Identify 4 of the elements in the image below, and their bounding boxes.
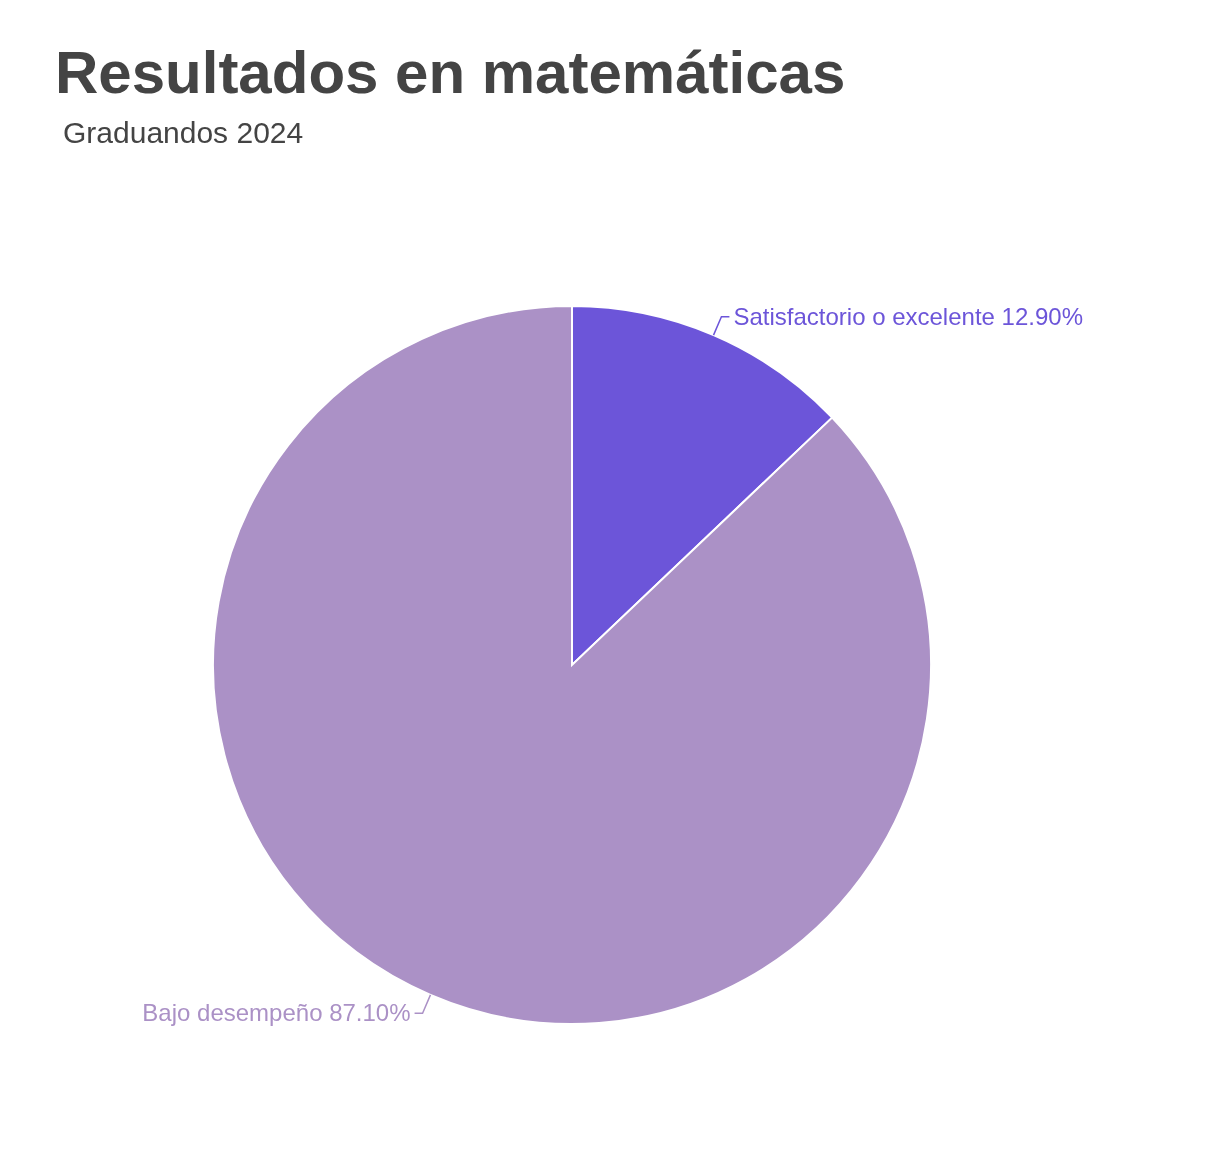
chart-subtitle: Graduandos 2024 — [62, 116, 305, 150]
slice-label: Bajo desempeño 87.10% — [142, 999, 411, 1027]
chart-title: Resultados en matemáticas — [54, 38, 847, 108]
slice-label: Satisfactorio o excelente 12.90% — [733, 302, 1083, 330]
